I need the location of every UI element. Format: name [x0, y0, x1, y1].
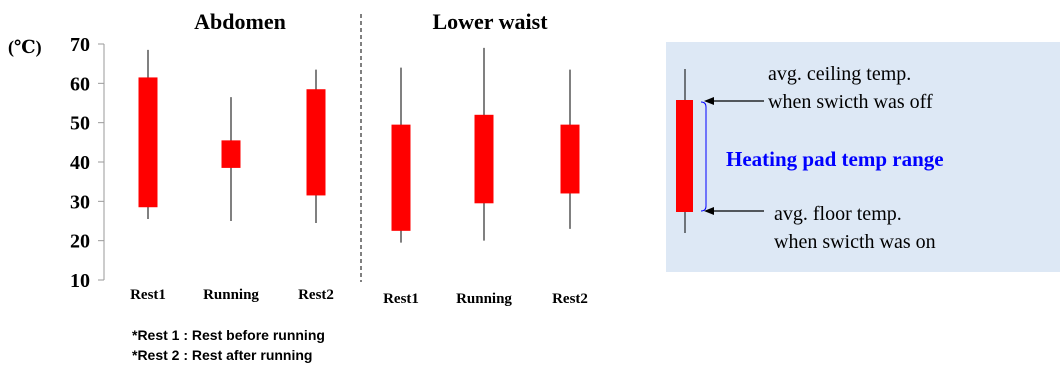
x-category-label: Running: [456, 291, 512, 307]
y-tick-label: 70: [70, 34, 90, 56]
floor-arrow-head: [704, 207, 714, 215]
ceiling-label-2: when swicth was off: [768, 91, 933, 113]
ceiling-arrow-head: [704, 97, 714, 105]
range-bracket: [700, 101, 707, 212]
footnote-rest1: *Rest 1 : Rest before running: [132, 327, 325, 343]
box-bar: [138, 77, 158, 208]
box-bar: [560, 124, 580, 194]
floor-label-1: avg. floor temp.: [774, 203, 902, 225]
ceiling-label-1: avg. ceiling temp.: [768, 63, 911, 85]
legend-box: avg. ceiling temp. when swicth was off H…: [666, 42, 1060, 272]
y-tick-label: 30: [70, 191, 90, 213]
x-category-label: Running: [203, 287, 259, 303]
x-category-label: Rest1: [130, 287, 166, 303]
box-bar: [474, 114, 494, 204]
range-label: Heating pad temp range: [726, 147, 944, 171]
y-tick-label: 60: [70, 73, 90, 95]
box-bar: [306, 89, 326, 196]
x-category-label: Rest1: [383, 291, 419, 307]
y-tick-label: 50: [70, 113, 90, 135]
x-category-label: Rest2: [298, 287, 334, 303]
y-tick-label: 40: [70, 152, 90, 174]
floor-label-2: when swicth was on: [774, 231, 936, 253]
x-category-label: Rest2: [552, 291, 588, 307]
box-bar: [221, 140, 241, 168]
legend-box-bar: [676, 100, 693, 212]
y-tick-label: 20: [70, 231, 90, 253]
group-title-abdomen: Abdomen: [194, 9, 286, 34]
y-unit-label: (℃): [8, 37, 42, 58]
y-tick-label: 10: [70, 270, 90, 292]
box-bar: [391, 124, 411, 231]
legend-graphic: avg. ceiling temp. when swicth was off H…: [676, 63, 944, 253]
group-title-lower-waist: Lower waist: [432, 9, 548, 34]
footnote-rest2: *Rest 2 : Rest after running: [132, 347, 313, 363]
